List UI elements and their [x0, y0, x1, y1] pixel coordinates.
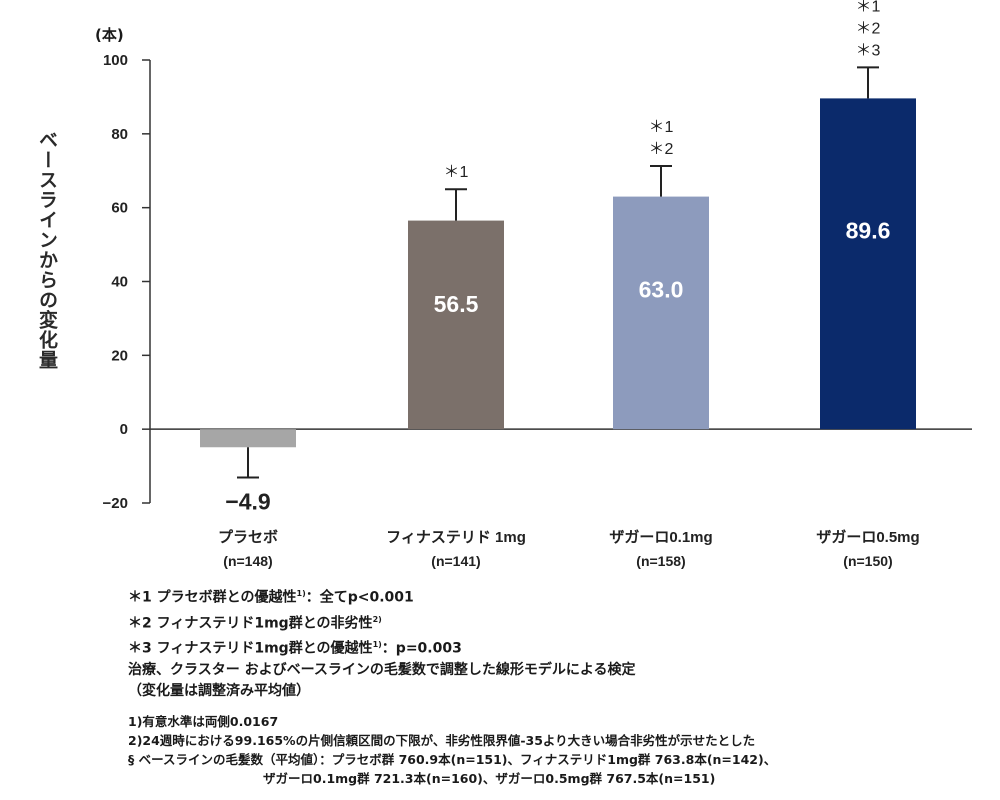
- footnote-3-result: ：p=0.003: [381, 640, 462, 657]
- y-tick-label: 60: [111, 200, 128, 217]
- footnote-2-text: フィナステリド1mg群との非劣性: [156, 615, 373, 632]
- significance-marker: ＊1: [649, 119, 674, 136]
- category-label: ザガーロ0.5mg: [816, 529, 919, 546]
- category-n-label: (n=150): [843, 553, 892, 569]
- footnote-1-result: ：全てp<0.001: [305, 589, 414, 606]
- footnote-2-ref: 2): [372, 614, 382, 624]
- significance-marker: ＊2: [649, 141, 674, 158]
- category-label: プラセボ: [218, 529, 278, 546]
- footnotes: ＊1 プラセボ群との優越性1)：全てp<0.001 ＊2 フィナステリド1mg群…: [128, 583, 988, 788]
- footnote-3-ref: 1): [372, 640, 382, 650]
- bar: [820, 98, 916, 430]
- bar: [408, 220, 504, 430]
- y-tick-label: 20: [111, 347, 128, 364]
- bar-chart: −20 0 20 40 60 80 100 −4.9 プラセボ (n=148) 56.5 ＊1 フィナス…: [103, 0, 972, 569]
- y-axis-label: ベースラインからの変化量: [36, 130, 58, 370]
- significance-marker: ＊1: [856, 0, 881, 15]
- footnote-3-mark: ＊3: [128, 640, 152, 657]
- footnote-1-text: プラセボ群との優越性: [156, 589, 297, 606]
- y-tick-label: 40: [111, 274, 128, 291]
- category-n-label: (n=141): [431, 553, 480, 569]
- y-tick-label: 100: [103, 52, 128, 69]
- y-axis-unit: (本): [95, 26, 124, 44]
- method-note: 治療、クラスター およびベースラインの毛髪数で調整した線形モデルによる検定: [128, 661, 636, 678]
- bar: [613, 196, 709, 430]
- category-label: フィナステリド 1mg: [386, 529, 526, 546]
- footnote-1-ref: 1): [296, 589, 306, 598]
- y-tick-label: 0: [120, 421, 128, 438]
- y-tick-label: 80: [111, 126, 128, 143]
- baseline-note-line1: § ベースラインの毛髪数（平均値）：プラセボ群 760.9本(n=151)、フィ…: [128, 751, 777, 767]
- significance-marker: ＊2: [856, 20, 881, 37]
- baseline-note-line2: ザガーロ0.1mg群 721.3本(n=160)、ザガーロ0.5mg群 767.…: [263, 770, 716, 786]
- footnote-2: ＊2 フィナステリド1mg群との非劣性2): [128, 609, 988, 635]
- bar-value-label: −4.9: [225, 489, 270, 515]
- category-n-label: (n=158): [636, 553, 685, 569]
- bar: [200, 429, 296, 448]
- bar-value-label: 56.5: [434, 291, 479, 317]
- footnote-2-mark: ＊2: [128, 615, 152, 632]
- footnote-1-mark: ＊1: [128, 589, 152, 606]
- category-label: ザガーロ0.1mg: [609, 529, 712, 546]
- reference-2: 2)24週時における99.165%の片側信頼区間の下限が、非劣性限界値-35より…: [128, 732, 756, 748]
- bar-value-label: 63.0: [639, 277, 684, 303]
- y-tick-label: −20: [103, 495, 128, 512]
- footnote-1: ＊1 プラセボ群との優越性1)：全てp<0.001: [128, 583, 988, 609]
- footnote-3: ＊3 フィナステリド1mg群との優越性1)：p=0.003: [128, 634, 988, 660]
- bar-value-label: 89.6: [846, 218, 891, 244]
- significance-marker: ＊1: [444, 164, 469, 181]
- category-n-label: (n=148): [223, 553, 272, 569]
- footnote-3-text: フィナステリド1mg群との優越性: [156, 640, 373, 657]
- reference-1: 1)有意水準は両側0.0167: [128, 713, 279, 729]
- method-note-sub: （変化量は調整済み平均値）: [128, 682, 310, 699]
- significance-marker: ＊3: [856, 42, 881, 59]
